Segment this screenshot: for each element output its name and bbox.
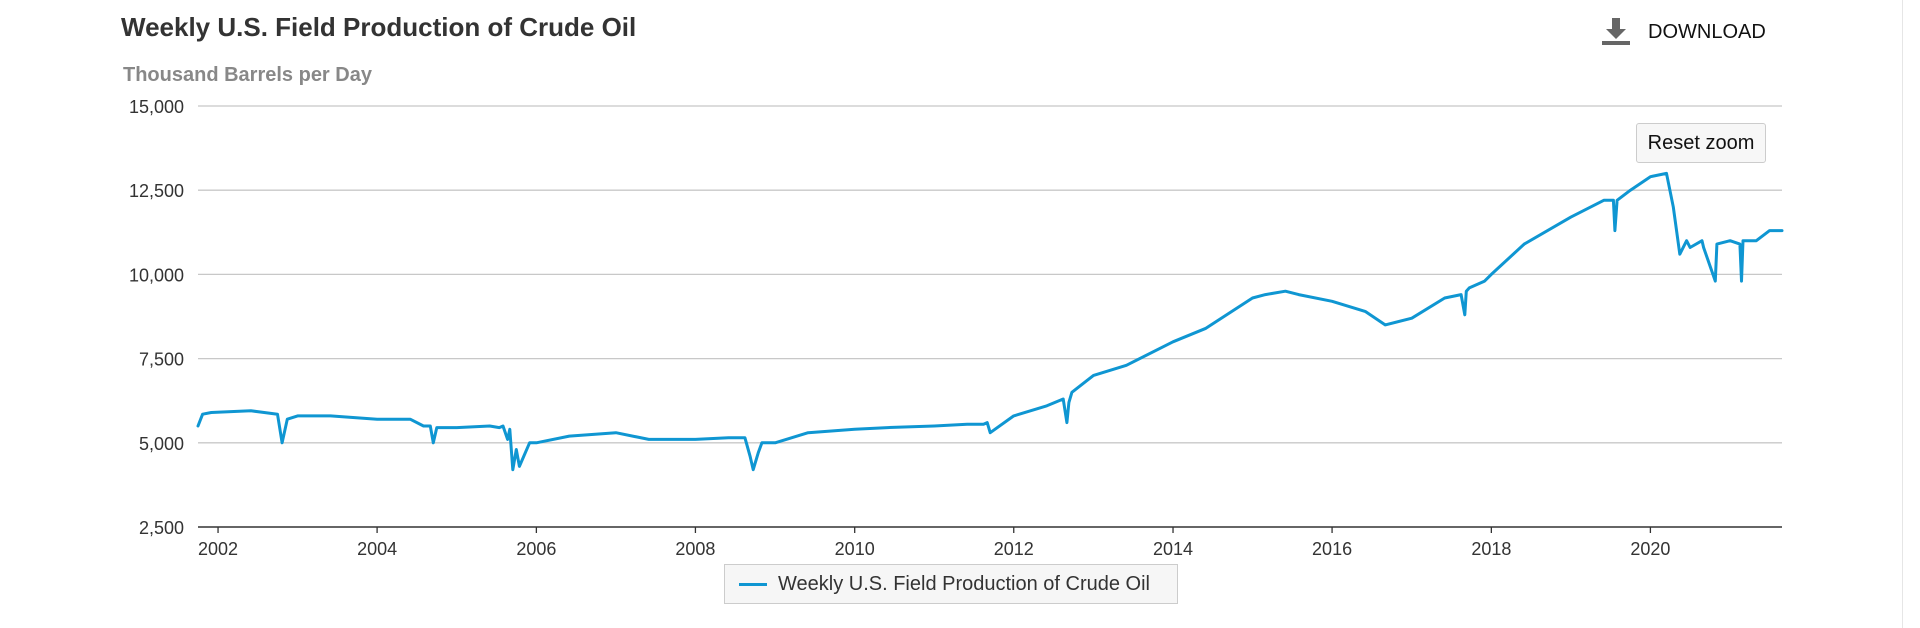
y-tick-label: 10,000: [129, 265, 184, 285]
x-tick-label: 2006: [516, 539, 556, 559]
chart-title: Weekly U.S. Field Production of Crude Oi…: [121, 12, 637, 42]
x-tick-label: 2014: [1153, 539, 1193, 559]
gridlines: [198, 105, 1782, 444]
x-axis-tick-labels: 2002 2004 2006 2008 2010 2012 2014 2016 2018 2020: [198, 539, 1670, 559]
x-tick-label: 2008: [675, 539, 715, 559]
x-tick-label: 2016: [1312, 539, 1352, 559]
download-icon: [1602, 18, 1630, 45]
series-layer: [196, 171, 1784, 472]
x-axis: [198, 526, 1782, 533]
legend-label: Weekly U.S. Field Production of Crude Oi…: [778, 572, 1151, 595]
y-tick-label: 2,500: [139, 518, 184, 538]
y-axis-tick-labels: 2,500 5,000 7,500 10,000 12,500 15,000: [129, 97, 184, 538]
y-tick-label: 15,000: [129, 97, 184, 117]
x-tick-label: 2004: [357, 539, 397, 559]
x-tick-label: 2020: [1630, 539, 1670, 559]
x-tick-label: 2010: [835, 539, 875, 559]
legend-item[interactable]: Weekly U.S. Field Production of Crude Oi…: [724, 564, 1178, 604]
download-label: DOWNLOAD: [1648, 21, 1766, 43]
download-button[interactable]: DOWNLOAD: [1602, 17, 1766, 45]
reset-zoom-button[interactable]: Reset zoom: [1636, 123, 1766, 163]
y-tick-label: 5,000: [139, 434, 184, 454]
y-axis-unit-label: Thousand Barrels per Day: [123, 64, 372, 86]
legend-swatch: [739, 582, 767, 586]
series-line[interactable]: [196, 171, 1784, 472]
x-tick-label: 2002: [198, 539, 238, 559]
x-tick-label: 2012: [994, 539, 1034, 559]
x-tick-label: 2018: [1471, 539, 1511, 559]
page-divider: [1902, 0, 1903, 628]
y-tick-label: 12,500: [129, 181, 184, 201]
y-tick-label: 7,500: [139, 350, 184, 370]
